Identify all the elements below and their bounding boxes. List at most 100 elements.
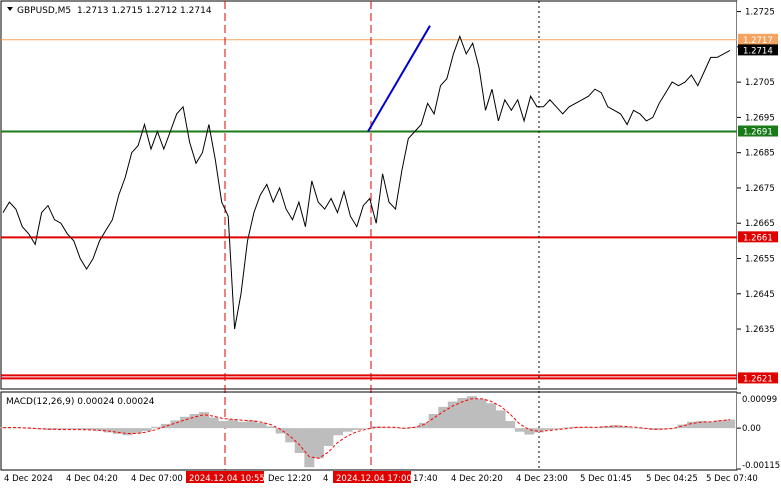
- macd-histogram-bar: [113, 428, 123, 434]
- macd-histogram-bar: [533, 428, 544, 433]
- y-tick-label: 1.2645: [745, 290, 775, 300]
- macd-histogram-bar: [151, 426, 162, 429]
- macd-histogram-bar: [725, 419, 736, 429]
- level-price-label: 1.2621: [743, 374, 773, 384]
- level-price-label: 1.2661: [743, 233, 773, 243]
- macd-histogram-bar: [505, 421, 516, 429]
- macd-histogram-bar: [189, 413, 200, 429]
- macd-histogram-bar: [179, 416, 190, 429]
- price-layer: [2, 34, 731, 330]
- macd-histogram-bar: [677, 424, 688, 429]
- macd-histogram-bar: [218, 421, 229, 429]
- macd-histogram-bar: [639, 428, 650, 429]
- macd-histogram-bar: [524, 428, 535, 435]
- ohlc-values: 1.2713 1.2715 1.2712 1.2714: [77, 6, 212, 16]
- price-scale[interactable]: 1.27251.27151.27051.26951.26851.26751.26…: [737, 1, 781, 470]
- macd-histogram-bar: [55, 428, 66, 430]
- macd-histogram-bar: [457, 397, 468, 429]
- macd-histogram-bar: [246, 420, 257, 429]
- x-tick-label: 5 Dec 07:40: [706, 474, 758, 484]
- x-tick-label: 4 Dec 07:00: [131, 474, 183, 484]
- x-tick-label: 4 Dec 04:20: [66, 474, 118, 484]
- macd-histogram-bar: [294, 428, 305, 454]
- macd-histogram-bar: [256, 422, 267, 429]
- level-price-tag: [738, 125, 778, 137]
- macd-histogram-bar: [447, 401, 458, 429]
- x-tick-label: 4 Dec 2024: [4, 474, 53, 484]
- macd-histogram-bar: [581, 427, 592, 429]
- macd-histogram-bar: [275, 428, 286, 434]
- macd-histogram-bar: [658, 428, 669, 430]
- macd-histogram-bar: [419, 422, 430, 429]
- macd-histogram-bar: [629, 427, 640, 429]
- macd-histogram-bar: [160, 423, 171, 429]
- macd-histogram-bar: [266, 426, 277, 429]
- macd-histogram-bar: [333, 428, 343, 436]
- macd-histogram-bar: [514, 428, 525, 432]
- level-price-tag: [738, 33, 778, 45]
- macd-histogram-bar: [17, 427, 28, 429]
- macd-histogram-bar: [93, 428, 104, 431]
- macd-histogram-bar: [380, 427, 391, 429]
- x-tick-label-highlight: 2024.12.04 17:00: [336, 474, 412, 484]
- macd-histogram-bar: [553, 428, 563, 429]
- macd-histogram-bar: [390, 427, 401, 429]
- macd-histogram-bar: [476, 399, 487, 429]
- macd-histogram-bar: [170, 420, 181, 429]
- level-price-label: 1.2714: [743, 46, 773, 56]
- level-price-tag: [738, 231, 778, 243]
- chart-header: GBPUSD,M5 1.2713 1.2715 1.2712 1.2714: [7, 6, 212, 16]
- level-price-label: 1.2717: [743, 36, 773, 46]
- macd-histogram-bar: [686, 421, 697, 429]
- macd-histogram-bar: [199, 412, 210, 429]
- macd-histogram-bar: [323, 428, 334, 446]
- macd-histogram-bar: [667, 428, 678, 429]
- x-tick-label: Dec 12:20: [268, 474, 312, 484]
- y-tick-label: 1.2665: [745, 219, 775, 229]
- trend-line[interactable]: [367, 25, 431, 133]
- macd-histogram-bar: [208, 417, 219, 429]
- macd-histogram-bar: [26, 428, 37, 429]
- macd-pane[interactable]: MACD(12,26,9) 0.00024 0.00024: [0, 391, 738, 471]
- macd-tick-label: -0.00115: [742, 461, 780, 471]
- y-tick-label: 1.2685: [745, 149, 775, 159]
- macd-histogram-bar: [141, 428, 152, 431]
- level-price-label: 1.2691: [743, 128, 773, 138]
- macd-scale: 0.00099 0.00 -0.00115: [737, 392, 780, 471]
- macd-histogram-bar: [313, 428, 324, 459]
- time-scale[interactable]: 4 Dec 2024 4 Dec 04:20 4 Dec 07:00 2024.12.…: [4, 471, 758, 484]
- x-tick-label: 5 Dec 01:45: [580, 474, 632, 484]
- macd-histogram-bar: [352, 428, 363, 430]
- macd-histogram-bar: [237, 421, 248, 429]
- macd-histogram-bar: [619, 426, 630, 429]
- macd-histogram-bar: [84, 428, 95, 430]
- macd-label: MACD(12,26,9) 0.00024 0.00024: [6, 397, 155, 407]
- x-tick-label: 4 Dec 20:20: [451, 474, 503, 484]
- macd-histogram-bar: [706, 421, 717, 429]
- macd-histogram-bar: [304, 428, 315, 468]
- macd-histogram-bar: [600, 426, 611, 429]
- level-price-tag: [738, 372, 778, 384]
- macd-histogram-bar: [715, 420, 726, 429]
- macd-histogram-bar: [7, 427, 18, 429]
- macd-histogram-bar: [371, 426, 382, 429]
- macd-histogram-bar: [543, 428, 554, 430]
- macd-histogram-bar: [562, 427, 573, 429]
- macd-layer: [0, 396, 736, 468]
- y-tick-label: 1.2695: [745, 113, 775, 123]
- y-tick-label: 1.2725: [745, 8, 775, 18]
- symbol-dropdown-icon[interactable]: [7, 7, 13, 11]
- macd-histogram-bar: [466, 396, 477, 429]
- macd-histogram-bar: [342, 428, 353, 432]
- trend-layer[interactable]: [367, 25, 431, 133]
- macd-histogram-bar: [285, 428, 296, 443]
- macd-histogram-bar: [486, 403, 497, 429]
- y-tick-label: 1.2655: [745, 254, 775, 264]
- macd-histogram-bar: [361, 428, 372, 429]
- macd-histogram-bar: [610, 425, 621, 429]
- macd-histogram-bar: [36, 428, 47, 430]
- macd-histogram-bar: [495, 410, 506, 429]
- x-tick-label: 17:40: [413, 474, 438, 484]
